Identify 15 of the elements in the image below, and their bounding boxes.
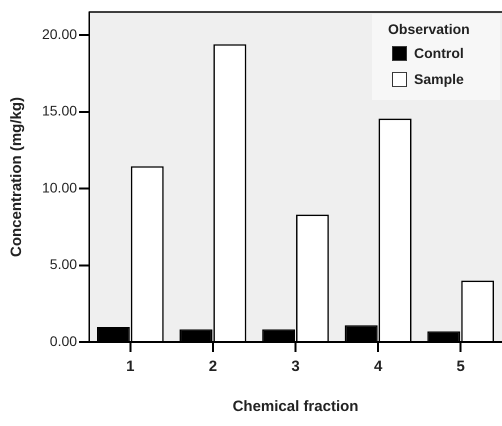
x-tick-label: 4: [374, 358, 383, 376]
y-tick-label: 15.00: [42, 102, 78, 119]
x-tick-label: 1: [126, 358, 135, 376]
x-tick-label: 5: [456, 358, 465, 376]
x-axis-title: Chemical fraction: [232, 398, 358, 416]
y-axis-title: Concentration (mg/kg): [8, 97, 26, 257]
legend-label: Sample: [414, 70, 464, 87]
y-tick-label: 5.00: [50, 256, 78, 272]
legend-label: Control: [414, 44, 464, 61]
y-tick-label: 10.00: [42, 179, 78, 196]
y-tick-label: 0.00: [50, 332, 78, 349]
legend-title: Observation: [388, 20, 470, 37]
y-tick-label: 20.00: [42, 26, 78, 42]
x-tick-label: 3: [291, 358, 300, 376]
x-tick-label: 2: [208, 358, 218, 376]
